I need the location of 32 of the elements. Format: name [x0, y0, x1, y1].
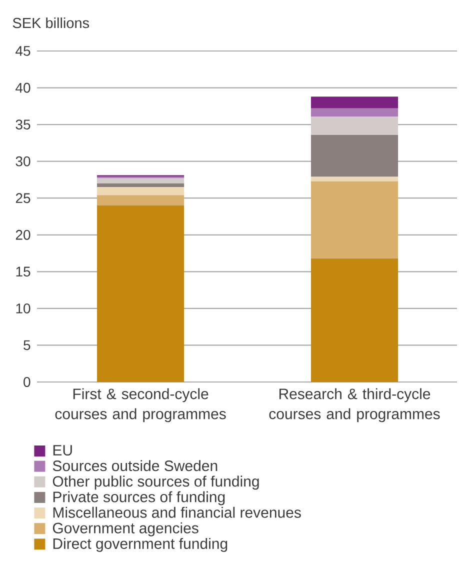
legend-label: Government agencies — [52, 522, 198, 536]
y-tick-label: 20 — [16, 230, 30, 240]
x-tick-label: First & second-cycle courses and programmes — [55, 388, 226, 422]
legend-label: Direct government funding — [53, 538, 228, 552]
bar — [310, 116, 398, 135]
bar — [310, 181, 398, 258]
y-tick-label: 0 — [24, 377, 30, 387]
bar — [97, 195, 184, 206]
y-tick-label: 35 — [16, 120, 30, 130]
y-tick-label: 30 — [16, 156, 30, 166]
bar — [310, 258, 398, 382]
legend-label: EU — [53, 445, 72, 456]
legend-label: Miscellaneous and financial revenues — [53, 506, 301, 518]
bar — [97, 178, 184, 184]
y-tick-label: 40 — [16, 82, 30, 93]
y-tick-label: 45 — [16, 46, 30, 56]
bar — [310, 176, 398, 182]
bar — [97, 205, 184, 382]
y-tick-label: 25 — [16, 193, 30, 204]
legend-label: Private sources of funding — [53, 491, 225, 506]
bar — [97, 187, 184, 196]
bar — [97, 183, 184, 188]
legend-label: Sources outside Sweden — [52, 460, 218, 472]
y-tick-label: 10 — [16, 303, 30, 314]
bar — [310, 108, 398, 116]
bar — [310, 96, 398, 108]
bar — [310, 134, 398, 177]
legend-label: Other public sources of funding — [52, 476, 259, 490]
y-tick-label: 15 — [16, 266, 30, 277]
y-tick-label: 5 — [24, 340, 30, 350]
y-axis-title: SEK billions — [12, 17, 90, 28]
x-tick-label: Research & third-cycle courses and programmes — [269, 388, 440, 422]
